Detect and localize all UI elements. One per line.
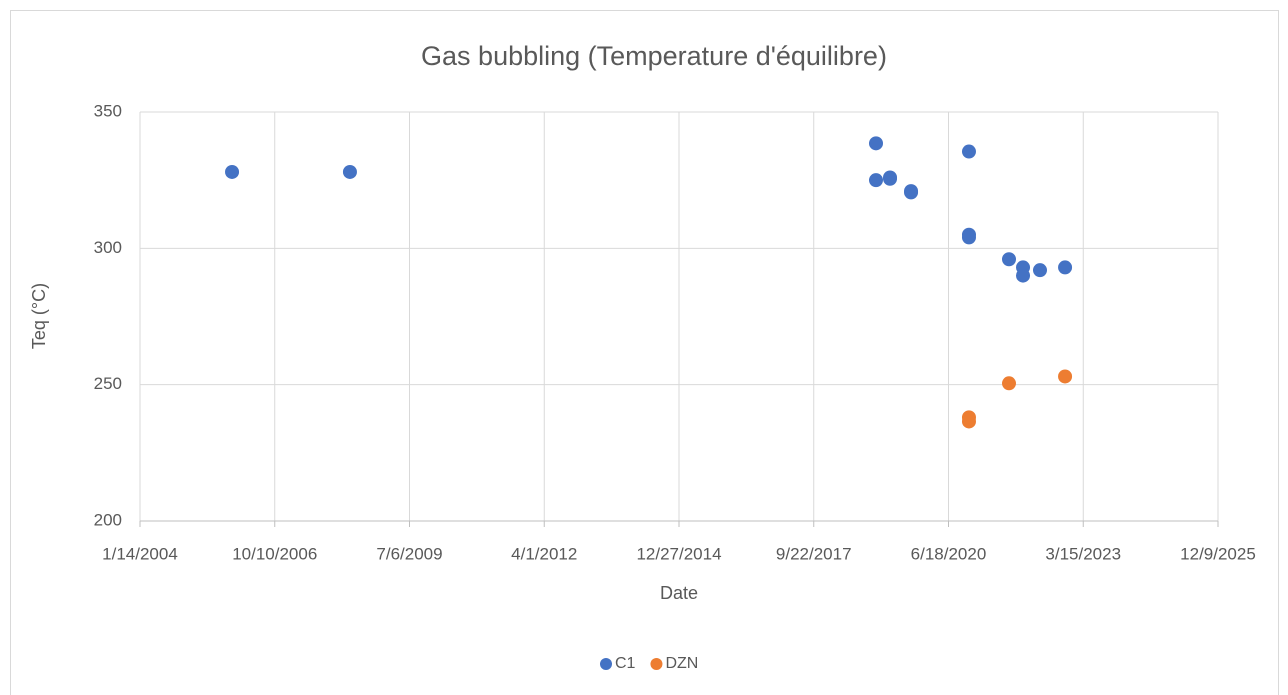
chart-title: Gas bubbling (Temperature d'équilibre) <box>421 41 887 71</box>
point <box>869 173 884 188</box>
x-axis-label: Date <box>660 583 698 603</box>
point <box>961 144 976 159</box>
y-tick-label: 200 <box>94 510 122 529</box>
x-tick-label: 3/15/2023 <box>1045 544 1121 563</box>
y-tick-label: 300 <box>94 238 122 257</box>
legend-label: DZN <box>665 655 698 672</box>
point <box>1016 268 1031 283</box>
point <box>883 171 898 186</box>
point <box>342 164 357 179</box>
x-tick-label: 7/6/2009 <box>376 544 442 563</box>
x-tick-label: 12/27/2014 <box>636 544 721 563</box>
point <box>1058 260 1073 275</box>
point <box>961 414 976 429</box>
point <box>225 164 240 179</box>
point <box>904 185 919 200</box>
chart-border <box>10 10 1279 695</box>
point <box>1032 263 1047 278</box>
legend-marker <box>650 658 663 670</box>
x-tick-label: 4/1/2012 <box>511 544 577 563</box>
x-tick-label: 1/14/2004 <box>102 544 178 563</box>
point <box>1002 252 1017 267</box>
legend-marker <box>600 658 612 670</box>
legend-label: C1 <box>615 655 636 672</box>
y-tick-label: 250 <box>94 374 122 393</box>
x-tick-label: 6/18/2020 <box>911 544 987 563</box>
point <box>1002 376 1017 391</box>
y-tick-label: 350 <box>94 101 122 120</box>
x-tick-label: 10/10/2006 <box>232 544 317 563</box>
x-tick-label: 9/22/2017 <box>776 544 852 563</box>
point <box>961 230 976 245</box>
y-axis-label: Teq (°C) <box>29 283 49 349</box>
point <box>1058 369 1073 384</box>
point <box>869 136 884 151</box>
x-tick-label: 12/9/2025 <box>1180 544 1256 563</box>
